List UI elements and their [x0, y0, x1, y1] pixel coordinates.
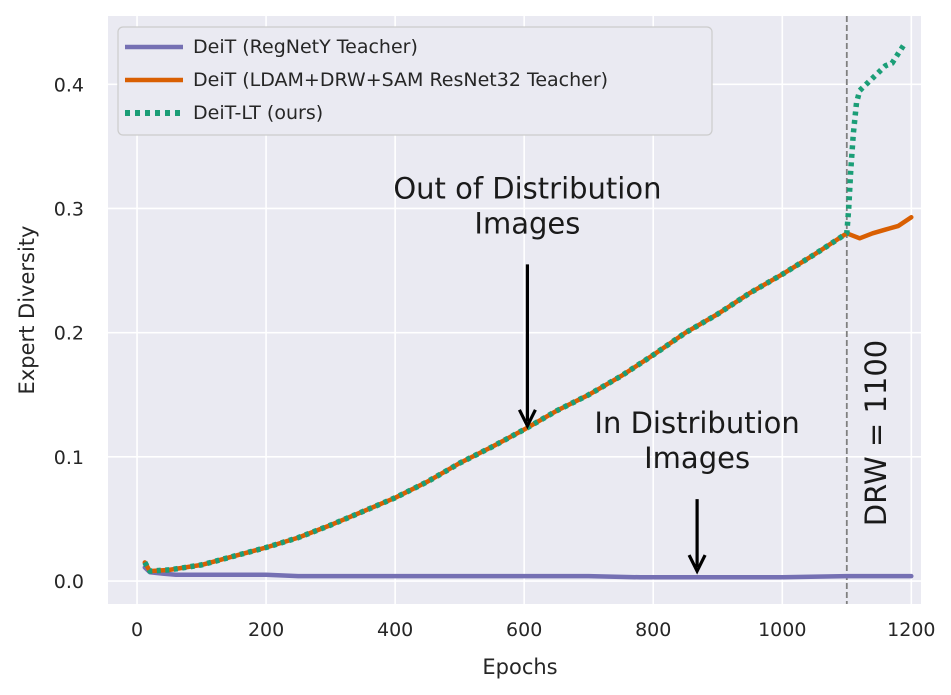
- vline-layer: DRW = 1100: [845, 16, 893, 604]
- in-dist-annotation-text: In Distribution: [594, 406, 799, 440]
- y-tick-label: 0.4: [54, 74, 84, 96]
- y-axis-label: Expert Diversity: [15, 226, 39, 395]
- x-tick-label: 600: [506, 619, 542, 641]
- series-layer: [142, 41, 914, 580]
- x-axis-label: Epochs: [482, 655, 557, 679]
- ood-annotation-text: Images: [474, 206, 580, 240]
- series-deit-lt-line: [142, 41, 908, 574]
- tick-labels: 0 200 400 600 800 1000 1200 0.0 0.1 0.2 0.3 0.4: [54, 74, 936, 641]
- y-tick-label: 0.2: [54, 323, 84, 345]
- legend-label-deit-lt: DeiT-LT (ours): [193, 102, 323, 124]
- legend-label-deit-ldam: DeiT (LDAM+DRW+SAM ResNet32 Teacher): [193, 69, 608, 91]
- drw-label: DRW = 1100: [859, 340, 893, 527]
- x-tick-label: 200: [248, 619, 284, 641]
- y-tick-label: 0.3: [54, 198, 84, 220]
- x-tick-label: 400: [377, 619, 413, 641]
- x-tick-label: 800: [635, 619, 671, 641]
- y-tick-label: 0.0: [54, 571, 84, 593]
- x-tick-label: 1200: [887, 619, 935, 641]
- ood-annotation-text: Out of Distribution: [393, 171, 661, 205]
- legend-label-deit-regnety: DeiT (RegNetY Teacher): [193, 36, 418, 58]
- ood-annotation-arrow-head: [517, 409, 537, 430]
- x-tick-label: 0: [131, 619, 143, 641]
- y-tick-label: 0.1: [54, 447, 84, 469]
- legend-box: [117, 26, 713, 136]
- x-tick-label: 1000: [758, 619, 806, 641]
- series-deit-regnety-line: [142, 565, 914, 580]
- legend: DeiT (RegNetY Teacher) DeiT (LDAM+DRW+SA…: [117, 26, 713, 136]
- in-dist-annotation-arrow-head: [687, 554, 707, 575]
- in-dist-annotation-text: Images: [644, 441, 750, 475]
